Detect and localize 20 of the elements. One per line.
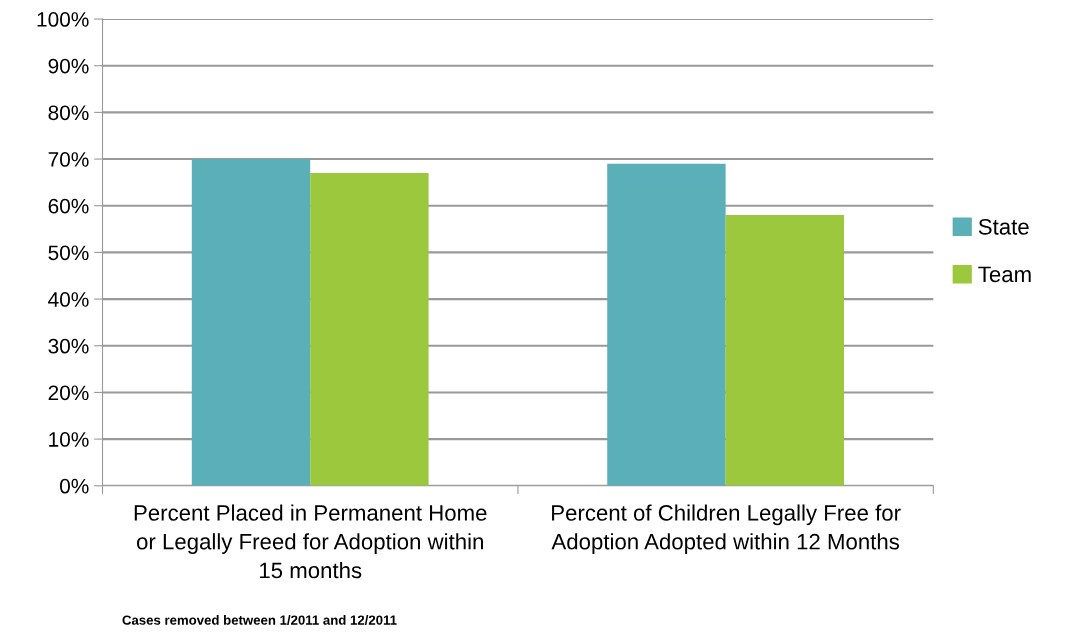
y-tick-label: 10% [49, 432, 89, 447]
legend-label: State [978, 218, 1029, 235]
x-tick-label: Percent of Children Legally Free for Adoption Adopted within 12 Months [551, 504, 901, 554]
y-tick-label: 100% [37, 12, 89, 27]
y-tick-label: 0% [60, 478, 89, 494]
y-tick-label: 80% [48, 105, 89, 121]
bar [310, 173, 429, 486]
y-tick-label: 20% [48, 385, 89, 401]
text: Cases removed between 1/2011 and 12/2011 [122, 615, 397, 625]
x-tick-label: Percent Placed in Permanent Home or Legally Freed for Adoption within 15 months [134, 504, 487, 579]
y-tick-label: 30% [48, 338, 89, 354]
bar [607, 163, 726, 486]
y-tick-label: 90% [48, 58, 89, 74]
y-tick-label: 50% [48, 245, 89, 261]
y-tick-label: 70% [48, 152, 89, 167]
bar [725, 215, 845, 486]
y-tick-label: 60% [48, 198, 89, 214]
y-tick-label: 40% [48, 292, 89, 307]
legend-label: Team [978, 266, 1031, 283]
bar [191, 159, 311, 486]
